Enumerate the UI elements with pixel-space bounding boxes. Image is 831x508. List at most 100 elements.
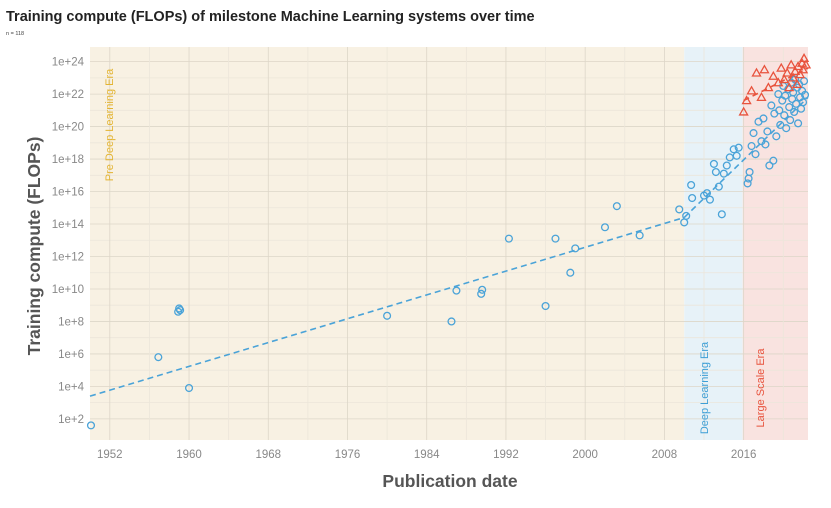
era-label: Pre Deep Learning Era (104, 68, 116, 181)
y-tick-label: 1e+8 (58, 316, 84, 328)
x-axis-label: Publication date (382, 471, 517, 491)
data-point-triangle (779, 74, 790, 84)
data-point-triangle (751, 67, 762, 77)
x-tick-label: 1968 (255, 449, 281, 461)
data-point-circle (571, 244, 580, 253)
y-tick-label: 1e+16 (52, 187, 84, 199)
data-point-circle (705, 195, 715, 204)
data-point-circle (717, 210, 726, 219)
data-point-triangle (768, 70, 779, 80)
data-point-circle (769, 156, 778, 165)
data-point-triangle (756, 92, 767, 101)
data-point-triangle (776, 62, 787, 72)
data-point-circle (722, 161, 731, 170)
trend-line (89, 216, 685, 397)
data-point-circle (782, 124, 791, 133)
data-point-triangle (791, 79, 803, 89)
data-point-circle (759, 114, 768, 123)
data-point-triangle (788, 72, 799, 82)
data-point-circle (751, 150, 760, 159)
y-tick-label: 1e+24 (52, 57, 85, 69)
data-point-circle (785, 103, 794, 112)
y-tick-label: 1e+22 (52, 89, 84, 101)
data-point-circle (732, 151, 741, 160)
data-point-circle (176, 306, 185, 315)
data-point-circle (780, 111, 789, 120)
data-point-circle (734, 143, 743, 152)
data-point-circle (749, 129, 758, 138)
data-point-triangle (738, 106, 749, 116)
x-tick-label: 2008 (652, 449, 678, 461)
y-tick-label: 1e+10 (52, 284, 84, 296)
data-point-circle (794, 119, 803, 128)
y-tick-label: 1e+18 (52, 154, 84, 166)
data-point-circle (447, 317, 456, 326)
data-point-circle (687, 180, 696, 190)
data-point-circle (383, 311, 392, 320)
data-point-circle (719, 169, 728, 178)
data-point-triangle (741, 95, 752, 105)
data-point-circle (776, 120, 785, 130)
y-axis-label: Training compute (FLOPs) (24, 137, 44, 356)
era-label: Deep Learning Era (699, 341, 711, 434)
data-point-circle (781, 91, 790, 100)
y-tick-label: 1e+20 (52, 122, 84, 134)
data-point-circle (711, 167, 720, 177)
data-point-triangle (746, 85, 757, 95)
data-point-circle (775, 106, 784, 115)
data-point-circle (747, 142, 756, 151)
data-point-circle (184, 383, 194, 393)
data-point-circle (709, 159, 718, 168)
x-tick-label: 1952 (97, 449, 123, 461)
data-point-circle (566, 268, 575, 277)
y-tick-label: 1e+4 (58, 381, 85, 393)
data-point-circle (761, 140, 770, 149)
y-tick-label: 1e+6 (58, 349, 84, 361)
data-point-triangle (794, 69, 806, 79)
chart-title: Training compute (FLOPs) of milestone Ma… (6, 9, 535, 25)
data-point-triangle (759, 64, 770, 74)
data-point-circle (675, 205, 684, 214)
data-point-circle (452, 286, 461, 295)
data-point-circle (790, 107, 799, 117)
data-point-circle (743, 179, 752, 188)
data-point-circle (688, 193, 697, 203)
data-point-circle (682, 211, 691, 220)
data-point-circle (763, 127, 772, 136)
trend-line (743, 67, 809, 102)
data-point-triangle (763, 82, 774, 92)
data-point-circle (786, 116, 795, 125)
y-tick-label: 1e+2 (58, 414, 84, 426)
data-point-circle (551, 234, 560, 243)
data-point-circle (745, 167, 754, 177)
x-tick-label: 1960 (176, 449, 202, 461)
data-point-circle (767, 101, 776, 110)
data-point-circle (612, 202, 621, 211)
chart-subtitle: n = 118 (6, 31, 25, 37)
data-point-circle (154, 353, 163, 362)
data-point-triangle (784, 82, 795, 92)
data-point-triangle (782, 67, 793, 77)
data-point-triangle (800, 59, 812, 69)
x-tick-label: 1992 (493, 449, 519, 461)
data-point-triangle (797, 64, 809, 74)
data-point-circle (772, 132, 781, 141)
data-point-circle (541, 301, 550, 311)
data-point-triangle (790, 66, 801, 76)
data-point-circle (729, 145, 738, 154)
data-point-circle (789, 88, 798, 97)
x-tick-label: 2000 (572, 449, 598, 461)
data-point-triangle (786, 59, 797, 69)
data-point-circle (478, 285, 487, 294)
data-point-circle (800, 90, 810, 99)
data-point-circle (86, 421, 96, 430)
x-tick-label: 1984 (414, 449, 440, 461)
y-tick-label: 1e+14 (52, 219, 85, 231)
data-point-circle (765, 161, 774, 170)
data-point-circle (504, 234, 513, 243)
era-label: Large Scale Era (755, 348, 767, 428)
data-point-circle (600, 223, 610, 232)
data-point-triangle (798, 53, 810, 63)
data-point-circle (635, 231, 644, 240)
